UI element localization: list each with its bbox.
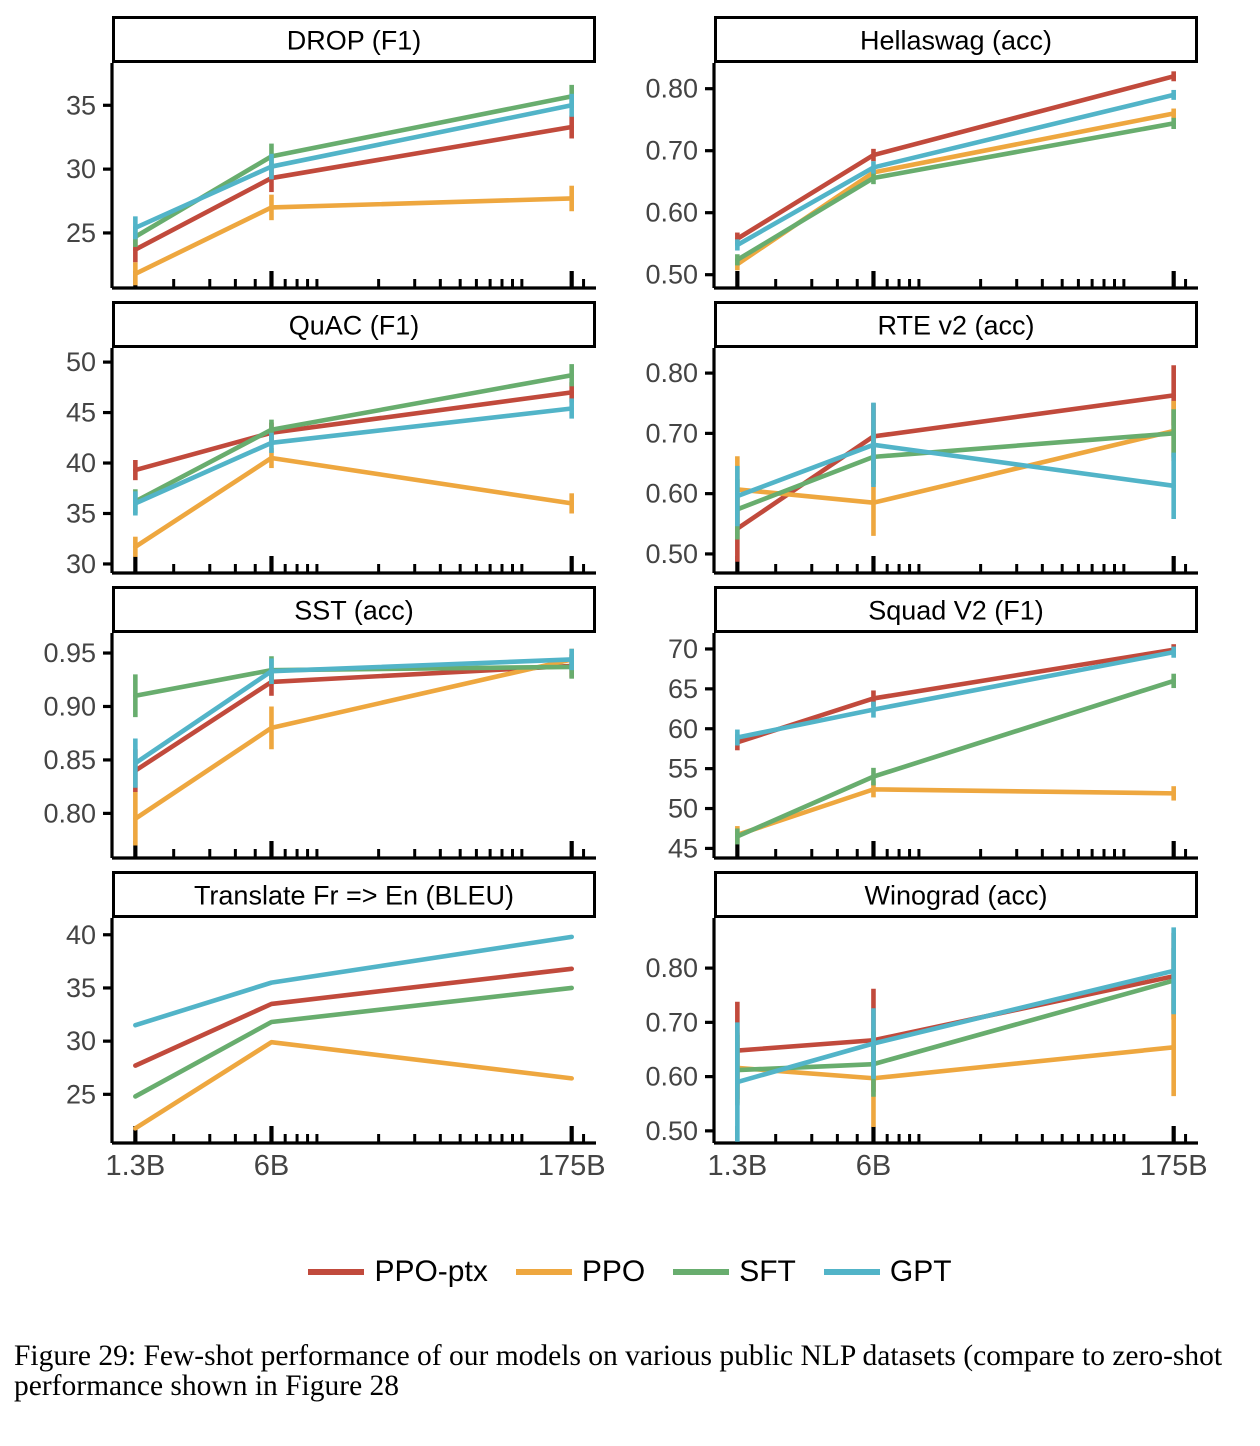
svg-text:45: 45	[66, 398, 96, 428]
svg-text:50: 50	[668, 794, 698, 824]
svg-text:Squad V2 (F1): Squad V2 (F1)	[869, 596, 1045, 626]
svg-text:70: 70	[668, 634, 698, 664]
svg-text:40: 40	[66, 448, 96, 478]
svg-text:35: 35	[66, 973, 96, 1003]
svg-text:0.60: 0.60	[646, 479, 699, 509]
svg-text:Translate Fr => En (BLEU): Translate Fr => En (BLEU)	[194, 881, 514, 911]
svg-text:RTE v2 (acc): RTE v2 (acc)	[878, 311, 1035, 341]
svg-text:30: 30	[66, 1026, 96, 1056]
svg-text:0.80: 0.80	[646, 74, 699, 104]
svg-text:0.80: 0.80	[646, 358, 699, 388]
svg-text:0.85: 0.85	[43, 745, 96, 775]
svg-text:0.80: 0.80	[43, 798, 96, 828]
svg-text:30: 30	[66, 154, 96, 184]
svg-text:25: 25	[66, 1079, 96, 1109]
svg-text:35: 35	[66, 498, 96, 528]
svg-text:0.60: 0.60	[646, 1062, 699, 1092]
svg-text:0.70: 0.70	[646, 418, 699, 448]
svg-text:0.90: 0.90	[43, 691, 96, 721]
svg-text:Hellaswag (acc): Hellaswag (acc)	[860, 26, 1052, 56]
svg-text:50: 50	[66, 347, 96, 377]
svg-text:35: 35	[66, 90, 96, 120]
svg-text:60: 60	[668, 714, 698, 744]
svg-text:175B: 175B	[538, 1150, 606, 1182]
svg-text:1.3B: 1.3B	[708, 1150, 768, 1182]
svg-text:0.60: 0.60	[646, 198, 699, 228]
svg-text:1.3B: 1.3B	[106, 1150, 166, 1182]
svg-text:175B: 175B	[1140, 1150, 1208, 1182]
svg-text:SST (acc): SST (acc)	[294, 596, 414, 626]
svg-text:6B: 6B	[856, 1150, 891, 1182]
svg-text:45: 45	[668, 833, 698, 863]
svg-text:30: 30	[66, 549, 96, 579]
svg-text:25: 25	[66, 218, 96, 248]
svg-text:0.70: 0.70	[646, 1007, 699, 1037]
svg-text:0.50: 0.50	[646, 260, 699, 290]
svg-text:0.95: 0.95	[43, 638, 96, 668]
svg-text:QuAC (F1): QuAC (F1)	[289, 311, 420, 341]
svg-text:0.80: 0.80	[646, 953, 699, 983]
svg-text:6B: 6B	[254, 1150, 289, 1182]
svg-text:55: 55	[668, 754, 698, 784]
svg-text:40: 40	[66, 920, 96, 950]
svg-text:0.70: 0.70	[646, 136, 699, 166]
svg-text:65: 65	[668, 674, 698, 704]
svg-text:0.50: 0.50	[646, 539, 699, 569]
svg-text:0.50: 0.50	[646, 1116, 699, 1146]
svg-text:DROP (F1): DROP (F1)	[287, 26, 422, 56]
svg-text:Winograd (acc): Winograd (acc)	[865, 881, 1048, 911]
